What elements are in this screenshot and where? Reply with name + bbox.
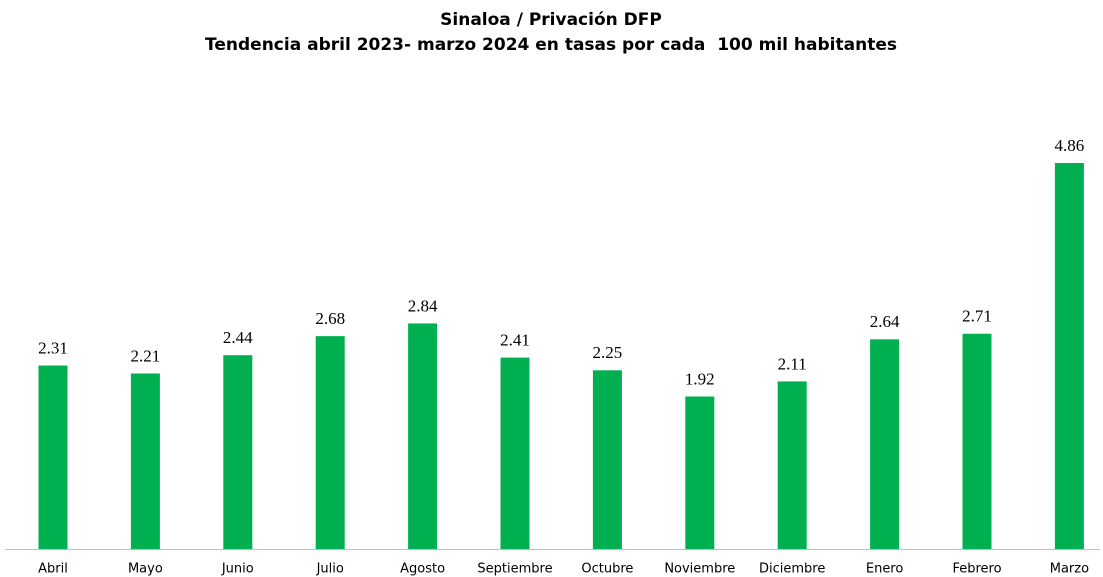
x-tick-label: Julio: [316, 562, 344, 577]
data-label: 2.11: [778, 354, 807, 373]
bar: [685, 396, 715, 549]
data-label: 1.92: [685, 369, 715, 388]
data-label: 2.41: [500, 330, 530, 349]
x-tick-label: Marzo: [1050, 562, 1089, 577]
chart-title: Sinaloa / Privación DFP: [440, 10, 662, 30]
x-tick-label: Octubre: [581, 562, 633, 577]
data-label: 4.86: [1055, 136, 1085, 155]
x-tick-label: Mayo: [128, 562, 163, 577]
data-label: 2.25: [593, 343, 623, 362]
bar: [408, 323, 438, 549]
bar: [777, 381, 807, 549]
x-tick-label: Febrero: [952, 562, 1001, 577]
x-tick-label: Junio: [221, 562, 254, 577]
chart-subtitle: Tendencia abril 2023- marzo 2024 en tasa…: [205, 35, 897, 55]
bar: [38, 365, 68, 549]
bar: [962, 333, 992, 549]
x-tick-label: Enero: [866, 562, 904, 577]
data-label: 2.64: [870, 312, 900, 331]
data-label: 2.71: [962, 307, 992, 326]
bar: [315, 336, 345, 549]
x-tick-label: Diciembre: [759, 562, 825, 577]
x-tick-label: Agosto: [400, 562, 445, 577]
data-label: 2.68: [315, 309, 345, 328]
bar: [130, 373, 160, 549]
bar: [1054, 163, 1084, 549]
x-tick-label: Noviembre: [664, 562, 735, 577]
data-label: 2.21: [131, 346, 161, 365]
data-label: 2.31: [38, 338, 68, 357]
x-tick-label: Septiembre: [477, 562, 552, 577]
bar: [592, 370, 622, 549]
data-label: 2.84: [408, 296, 438, 315]
bar: [870, 339, 900, 549]
bar: [223, 355, 253, 549]
x-tick-label: Abril: [38, 562, 68, 577]
data-label: 2.44: [223, 328, 253, 347]
bar: [500, 357, 530, 549]
